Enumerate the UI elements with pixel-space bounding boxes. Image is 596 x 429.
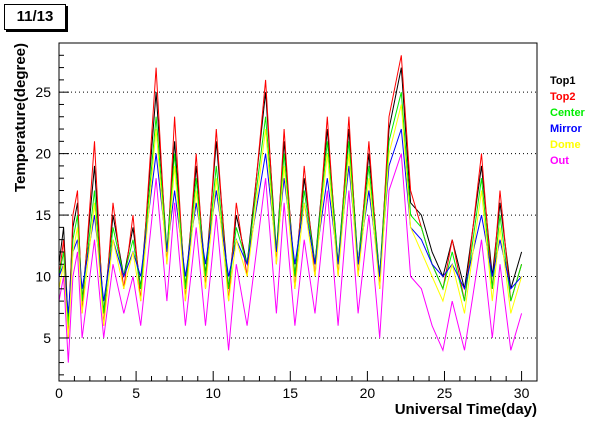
series-line-mirror — [58, 128, 522, 314]
chart-title: 11/13 — [4, 4, 66, 30]
x-tick-label: 10 — [205, 385, 221, 401]
legend-label-center: Center — [550, 107, 586, 119]
y-tick-label: 20 — [35, 146, 51, 162]
x-tick-label: 0 — [55, 385, 63, 401]
x-tick-label: 25 — [437, 385, 453, 401]
y-tick-label: 25 — [35, 84, 51, 100]
x-tick-label: 20 — [360, 385, 376, 401]
y-axis-label: Temperature(degree) — [12, 43, 29, 192]
series-line-top1 — [58, 67, 523, 326]
series-line-out — [58, 153, 523, 363]
x-tick-label: 5 — [132, 385, 140, 401]
series-line-center — [58, 92, 523, 326]
legend-label-mirror: Mirror — [550, 123, 583, 135]
legend-label-dome: Dome — [550, 139, 581, 151]
series-line-dome — [58, 104, 523, 339]
legend-label-top2: Top2 — [550, 91, 575, 103]
x-tick-label: 15 — [283, 385, 299, 401]
x-tick-label: 30 — [514, 385, 530, 401]
y-tick-label: 5 — [43, 330, 51, 346]
y-tick-label: 15 — [35, 207, 51, 223]
y-tick-label: 10 — [35, 269, 51, 285]
plot-frame — [58, 42, 538, 382]
legend-label-out: Out — [550, 155, 569, 167]
legend-label-top1: Top1 — [550, 75, 575, 87]
x-axis-label: Universal Time(day) — [395, 401, 537, 418]
